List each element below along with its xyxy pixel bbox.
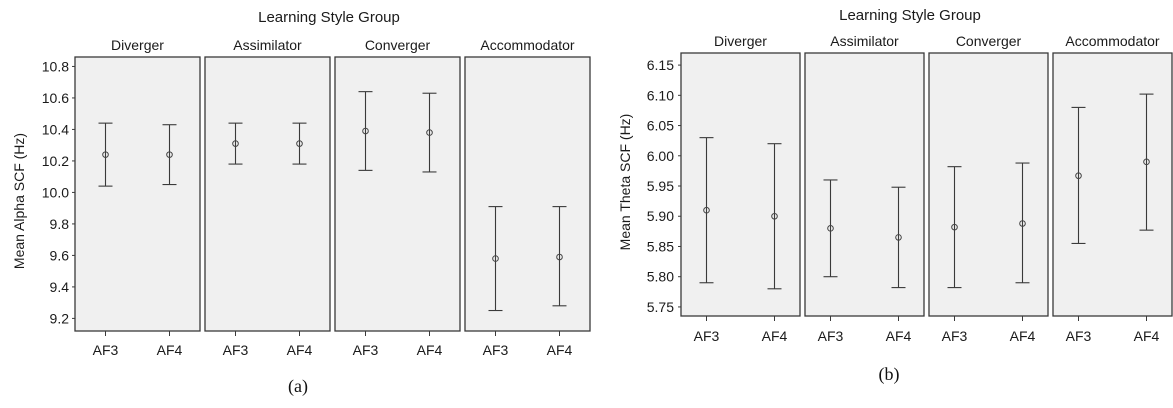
chart-b-y-tick-label: 6.15 <box>647 57 674 73</box>
chart-b-panel-label: Converger <box>956 33 1022 49</box>
chart-b-y-axis-label: Mean Theta SCF (Hz) <box>617 114 633 251</box>
chart-a-plot-area: 9.2 9.4 9.6 9.8 10.0 10.2 10.4 10.6 10.8 Diverger… <box>42 37 591 358</box>
chart-a-mean-point <box>102 151 109 158</box>
chart-b-y-tick-label: 6.10 <box>647 87 674 103</box>
chart-b-x-tick-label: AF3 <box>1066 328 1092 344</box>
chart-a-mean-point <box>296 140 303 147</box>
chart-a-panel <box>464 56 591 332</box>
chart-b-mean-point <box>703 206 710 214</box>
chart-a-panel <box>204 56 331 332</box>
chart-b-panel-label: Assimilator <box>830 33 899 49</box>
chart-b-y-tick-label: 5.80 <box>647 269 674 285</box>
chart-b-mean-point <box>1143 158 1150 166</box>
chart-b-mean-point <box>771 212 778 220</box>
chart-a-y-tick-label: 10.4 <box>42 121 69 137</box>
chart-b-y-tick-label: 6.00 <box>647 148 674 164</box>
chart-a-y-tick-label: 10.8 <box>42 58 69 74</box>
chart-b-x-tick-label: AF3 <box>942 328 968 344</box>
chart-a-mean-point <box>362 127 369 135</box>
chart-a-mean-point <box>492 255 499 262</box>
chart-b-title: Learning Style Group <box>839 7 981 24</box>
chart-a-x-tick-label: AF3 <box>353 342 379 358</box>
chart-b-mean-point <box>895 234 902 241</box>
chart-b-panel <box>928 52 1049 317</box>
chart-a-y-tick-label: 9.8 <box>50 216 70 232</box>
chart-b-mean-point <box>1075 172 1082 180</box>
chart-a-title: Learning Style Group <box>258 9 400 26</box>
chart-a-mean-point <box>166 151 173 158</box>
chart-a-panel-label: Assimilator <box>233 37 302 53</box>
chart-b-y-tick-label: 5.75 <box>647 299 674 315</box>
chart-b-y-tick-label: 5.95 <box>647 178 674 194</box>
chart-a-mean-point <box>556 253 563 261</box>
chart-a: Learning Style Group Mean Alpha SCF (Hz)… <box>11 9 591 397</box>
chart-b-y-tick-label: 5.90 <box>647 208 674 224</box>
chart-b-x-tick-label: AF4 <box>886 328 912 344</box>
chart-b-y-tick-label: 5.85 <box>647 238 674 254</box>
chart-b-panel <box>1052 52 1173 317</box>
chart-b-plot-area: 5.75 5.80 5.85 5.90 5.95 6.00 6.05 6.10 6.15 Dive… <box>647 33 1173 344</box>
chart-a-panel-label: Accommodator <box>480 37 574 53</box>
chart-a-panel <box>334 56 461 332</box>
chart-b-x-tick-label: AF4 <box>762 328 788 344</box>
chart-a-y-tick-label: 9.4 <box>50 279 70 295</box>
chart-a-y-tick-label: 10.2 <box>42 153 69 169</box>
chart-b-x-tick-label: AF4 <box>1134 328 1160 344</box>
chart-a-y-tick-label: 9.6 <box>50 247 70 263</box>
chart-b-x-tick-label: AF3 <box>818 328 844 344</box>
chart-a-panel-label: Converger <box>365 37 431 53</box>
chart-a-mean-point <box>426 129 433 136</box>
chart-b-panel-label: Diverger <box>714 33 767 49</box>
chart-b-panel <box>680 52 801 317</box>
chart-a-x-tick-label: AF3 <box>483 342 509 358</box>
chart-b-mean-point <box>1019 220 1026 227</box>
chart-b: Learning Style Group Mean Theta SCF (Hz)… <box>617 7 1173 385</box>
chart-a-mean-point <box>232 140 239 147</box>
chart-b-mean-point <box>951 223 958 231</box>
chart-a-y-tick-label: 10.6 <box>42 90 69 106</box>
chart-a-x-tick-label: AF3 <box>93 342 119 358</box>
chart-a-x-tick-label: AF4 <box>287 342 313 358</box>
chart-b-panel-label: Accommodator <box>1065 33 1159 49</box>
chart-a-x-tick-label: AF4 <box>157 342 183 358</box>
chart-a-x-tick-label: AF3 <box>223 342 249 358</box>
chart-b-mean-point <box>827 225 834 232</box>
chart-a-x-tick-label: AF4 <box>417 342 443 358</box>
chart-b-y-tick-label: 6.05 <box>647 118 674 134</box>
chart-a-x-tick-label: AF4 <box>547 342 573 358</box>
chart-a-panel-label: Diverger <box>111 37 164 53</box>
chart-b-panel <box>804 52 925 317</box>
chart-a-y-tick-label: 10.0 <box>42 184 69 200</box>
chart-a-y-tick-label: 9.2 <box>50 310 70 326</box>
chart-a-y-axis-label: Mean Alpha SCF (Hz) <box>11 133 27 269</box>
chart-a-caption: (a) <box>288 376 308 397</box>
chart-b-x-tick-label: AF3 <box>694 328 720 344</box>
chart-b-caption: (b) <box>879 364 900 385</box>
chart-a-panel <box>74 56 201 332</box>
chart-b-x-tick-label: AF4 <box>1010 328 1036 344</box>
